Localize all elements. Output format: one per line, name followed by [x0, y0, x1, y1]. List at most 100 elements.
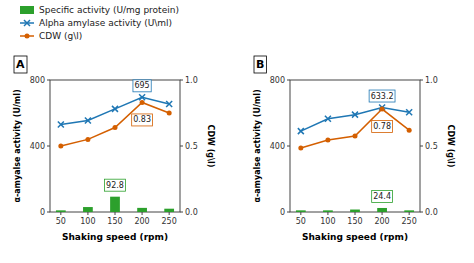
marker-stroke [112, 106, 118, 112]
label-box [105, 179, 126, 191]
y-tick [47, 212, 50, 213]
marker-stroke [298, 128, 304, 134]
marker-stroke [406, 109, 412, 115]
legend-marker [25, 34, 30, 39]
annotation: 695 [134, 81, 149, 90]
y2-tick-label: 1.0 [185, 76, 198, 85]
y-tick [47, 146, 50, 147]
legend-marker [24, 20, 30, 26]
annotation: 633.2 [371, 92, 394, 101]
marker-x [298, 128, 304, 134]
x-tick [60, 212, 61, 215]
y2-tick-label: 0.5 [425, 142, 438, 151]
legend-marker [24, 20, 30, 26]
label-box [372, 190, 393, 202]
y-tick [287, 80, 290, 81]
y2-tick [180, 80, 183, 81]
line [61, 102, 169, 146]
y2-tick-label: 0.0 [425, 208, 438, 217]
x-tick-label: 250 [162, 217, 177, 226]
line [301, 108, 409, 132]
bar [377, 208, 387, 212]
bar [137, 208, 147, 212]
y-tick [287, 146, 290, 147]
x-tick-label: 200 [134, 217, 149, 226]
panel-label: A [16, 58, 25, 71]
legend-swatch [20, 6, 34, 14]
marker-stroke [166, 101, 172, 107]
marker-stroke [325, 116, 331, 122]
label-box [133, 80, 151, 92]
x-tick [327, 212, 328, 215]
x-tick [142, 212, 143, 215]
marker-x [58, 122, 64, 128]
x-tick [169, 212, 170, 215]
line [301, 109, 409, 148]
panel: 5010015020025004008000.00.51.0Shaking sp… [13, 56, 215, 242]
label-box [14, 56, 27, 73]
marker-stroke [325, 116, 331, 122]
plot-frame [290, 80, 420, 212]
marker-circle [167, 111, 172, 116]
annotation: 24.4 [373, 192, 391, 201]
label-box [254, 56, 266, 73]
y-tick [47, 80, 50, 81]
y2-tick [180, 212, 183, 213]
line [61, 97, 169, 124]
marker-stroke [139, 94, 145, 100]
marker-stroke [58, 122, 64, 128]
x-tick-label: 100 [320, 217, 335, 226]
y2-tick [180, 146, 183, 147]
legend-label: Specific activity (U/mg protein) [39, 5, 179, 15]
marker-stroke [85, 117, 91, 123]
y2-tick [420, 146, 423, 147]
x-axis-label: Shaking speed (rpm) [302, 232, 408, 242]
marker-circle [325, 138, 330, 143]
y-tick-label: 400 [270, 142, 285, 151]
bar [296, 210, 306, 212]
marker-stroke [58, 122, 64, 128]
label-box [372, 121, 393, 133]
legend-label: Alpha amylase activity (U\ml) [39, 18, 172, 28]
y-tick-label: 800 [30, 76, 45, 85]
x-tick-label: 150 [107, 217, 122, 226]
x-tick-label: 100 [80, 217, 95, 226]
y-tick-label: 800 [270, 76, 285, 85]
marker-stroke [298, 128, 304, 134]
marker-stroke [166, 101, 172, 107]
panel-label: B [256, 58, 264, 71]
data-marks [296, 105, 414, 212]
x-tick-label: 200 [374, 217, 389, 226]
marker-circle [353, 134, 358, 139]
marker-x [325, 116, 331, 122]
annotation: 92.8 [106, 181, 124, 190]
y2-axis-label: CDW (g\l) [206, 125, 215, 168]
x-tick-label: 150 [347, 217, 362, 226]
marker-x [352, 112, 358, 118]
x-tick-label: 50 [56, 217, 66, 226]
bar [83, 207, 93, 212]
marker-x [112, 106, 118, 112]
x-tick [355, 212, 356, 215]
x-tick-label: 250 [402, 217, 417, 226]
marker-x [406, 109, 412, 115]
x-axis-label: Shaking speed (rpm) [62, 232, 168, 242]
marker-stroke [85, 117, 91, 123]
y2-tick-label: 1.0 [425, 76, 438, 85]
marker-stroke [406, 109, 412, 115]
y-axis-label: α-amyalse activity (U/ml) [13, 89, 22, 202]
marker-circle [58, 144, 63, 149]
y2-axis-label: CDW (g\l) [446, 125, 455, 168]
x-tick [409, 212, 410, 215]
y2-tick-label: 0.0 [185, 208, 198, 217]
bar [110, 197, 120, 212]
bar [323, 210, 333, 212]
marker-x [85, 117, 91, 123]
marker-stroke [112, 106, 118, 112]
y2-tick [420, 80, 423, 81]
annotation: 0.83 [133, 115, 151, 124]
bar [350, 210, 360, 212]
x-tick [382, 212, 383, 215]
marker-circle [140, 100, 145, 105]
y-tick [287, 212, 290, 213]
